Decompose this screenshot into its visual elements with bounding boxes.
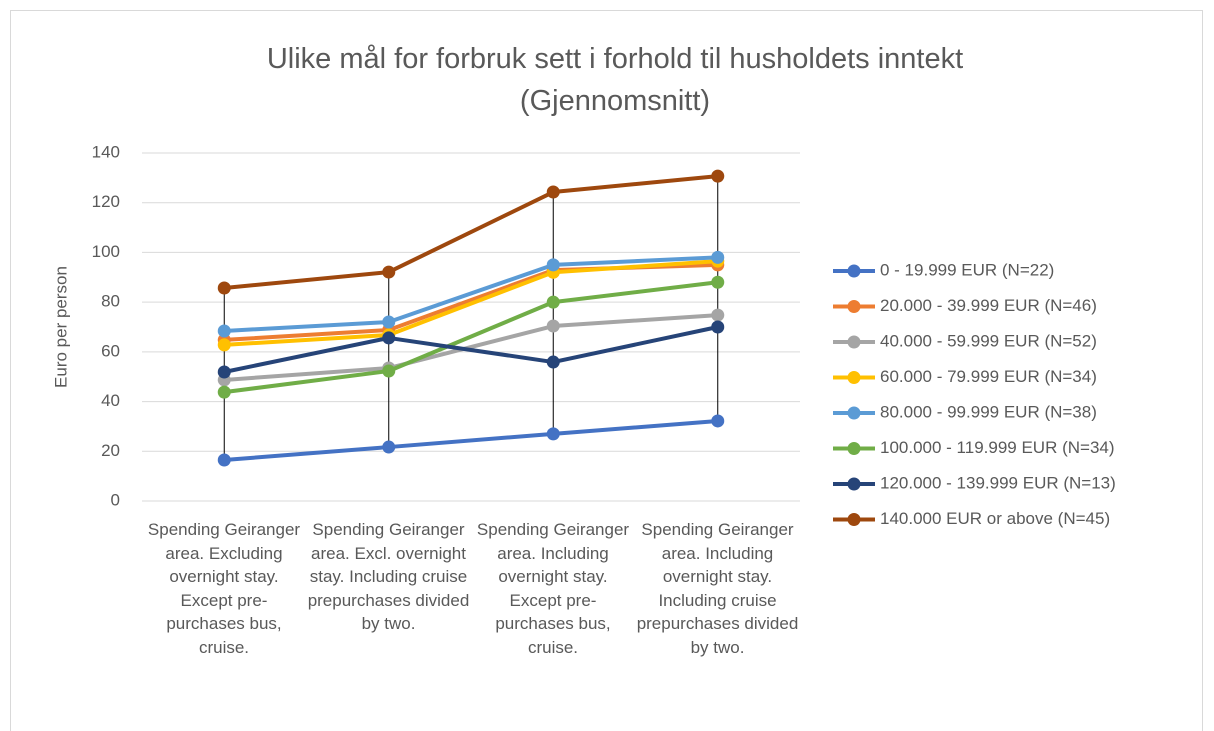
series-line: [224, 418, 718, 462]
data-point: [382, 331, 396, 345]
x-tick-label: Spending Geiranger area. Including overn…: [476, 520, 630, 657]
chart-title: Ulike mål for forbruk sett i forhold til…: [266, 43, 964, 117]
data-point: [217, 365, 231, 379]
data-point: [546, 427, 560, 441]
legend-label: 80.000 - 99.999 EUR (N=38): [880, 402, 1097, 421]
legend-label: 40.000 - 59.999 EUR (N=52): [880, 331, 1097, 350]
series-line: [224, 174, 718, 290]
y-tick-label: 40: [101, 391, 120, 410]
data-point: [217, 453, 231, 467]
series-line: [224, 313, 718, 382]
legend-marker: [847, 300, 861, 313]
y-axis-label: Euro per person: [51, 266, 70, 388]
legend-label: 60.000 - 79.999 EUR (N=34): [880, 367, 1097, 386]
data-point: [382, 364, 396, 378]
data-point: [546, 185, 560, 199]
legend-marker: [847, 335, 861, 349]
y-tick-label: 20: [101, 441, 120, 460]
data-point: [546, 319, 560, 333]
data-point: [217, 324, 231, 338]
legend-label: 0 - 19.999 EUR (N=22): [880, 260, 1054, 279]
series-line: [223, 280, 718, 395]
data-point: [711, 275, 725, 289]
series-line: [223, 325, 719, 374]
data-point: [382, 315, 396, 329]
data-point: [711, 169, 725, 183]
y-tick-label: 80: [101, 292, 120, 311]
legend-marker: [847, 264, 861, 278]
x-tick-label: Spending Geiranger area. Excluding overn…: [147, 520, 301, 657]
data-point: [382, 265, 396, 279]
legend-label: 100.000 - 119.999 EUR (N=34): [880, 438, 1115, 457]
data-point: [382, 440, 396, 454]
data-point: [546, 258, 560, 272]
y-tick-label: 120: [92, 192, 120, 211]
data-point: [217, 281, 231, 295]
legend-label: 140.000 EUR or above (N=45): [880, 509, 1110, 528]
data-point: [711, 320, 725, 334]
legend-label: 120.000 - 139.999 EUR (N=13): [880, 473, 1116, 492]
y-tick-label: 100: [92, 242, 120, 261]
legend-marker: [847, 513, 861, 526]
x-tick-label: Spending Geiranger area. Including overn…: [636, 520, 799, 657]
chart-border: [10, 10, 1203, 731]
series-line: [224, 259, 718, 347]
legend-marker: [847, 477, 861, 491]
y-tick-label: 0: [111, 490, 120, 509]
data-point: [711, 414, 725, 428]
data-point: [711, 250, 725, 264]
data-point: [217, 385, 231, 399]
series-line: [224, 255, 718, 333]
legend-marker: [847, 442, 861, 455]
x-tick-label: Spending Geiranger area. Excl. overnight…: [307, 520, 470, 633]
data-point: [711, 308, 725, 322]
data-point: [546, 295, 560, 309]
legend-marker: [847, 371, 861, 384]
legend-marker: [847, 406, 861, 420]
legend-label: 20.000 - 39.999 EUR (N=46): [880, 296, 1097, 315]
y-tick-label: 60: [101, 341, 120, 360]
data-point: [217, 338, 231, 352]
data-point: [546, 355, 560, 369]
y-tick-label: 140: [92, 142, 120, 161]
